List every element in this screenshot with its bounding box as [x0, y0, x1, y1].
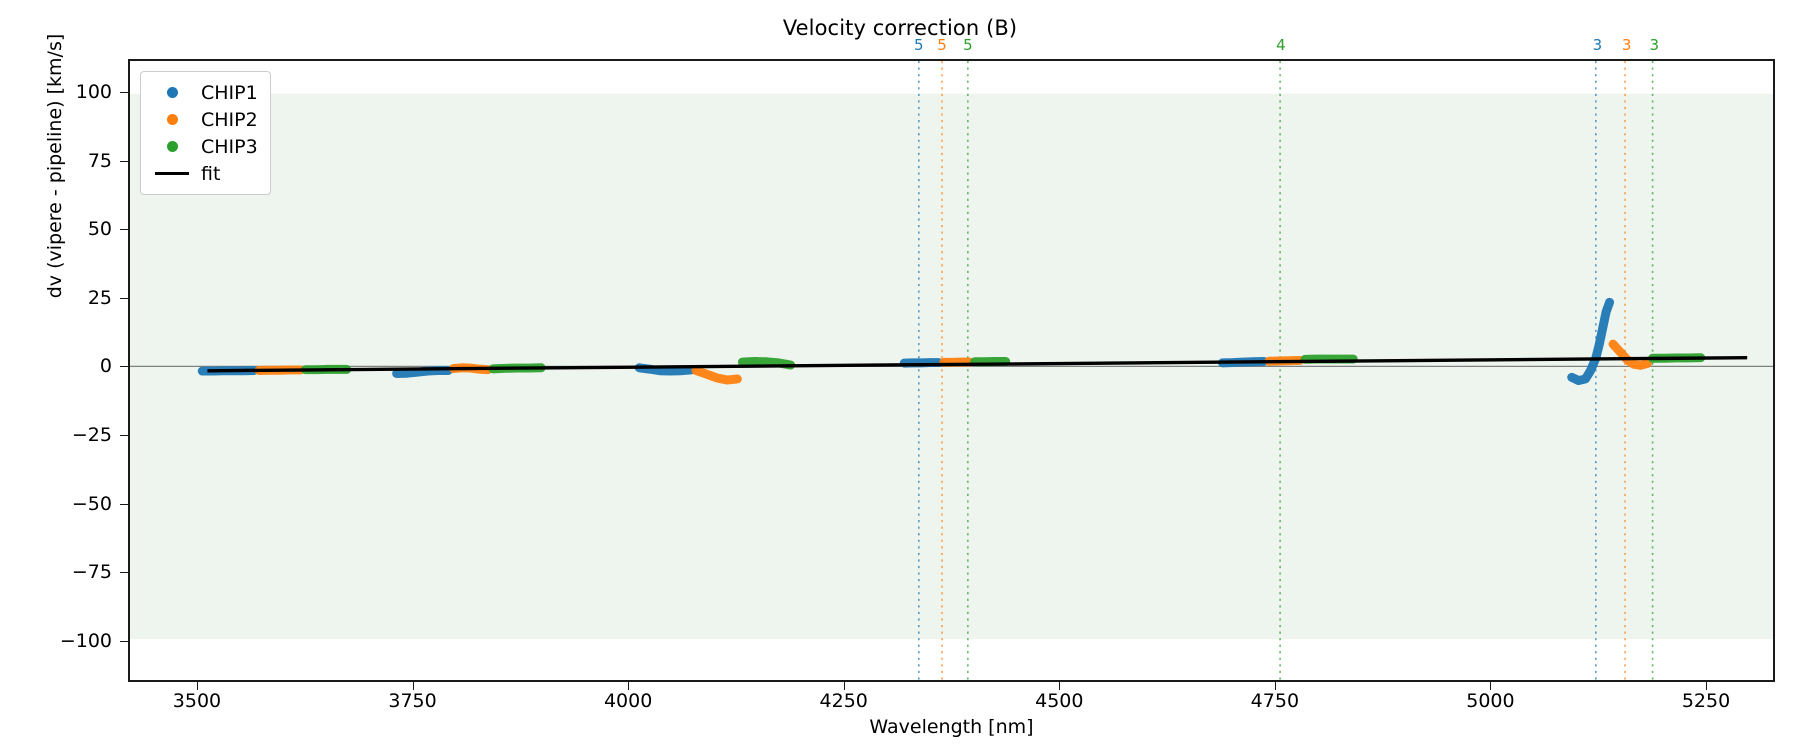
order-number-label: 5 [963, 36, 973, 54]
y-tick-label: −25 [71, 423, 112, 446]
x-tick-label: 4500 [1035, 690, 1084, 712]
x-tick-label: 4250 [819, 690, 868, 712]
y-tick-label: −100 [59, 629, 112, 652]
order-number-label: 4 [1276, 36, 1286, 54]
x-tick-label: 3500 [172, 690, 222, 712]
y-tick-mark [120, 297, 128, 299]
data-trail [737, 357, 796, 370]
x-tick-label: 5250 [1681, 690, 1731, 712]
y-tick-mark [120, 91, 128, 93]
y-tick-label: −50 [71, 492, 112, 515]
y-tick-label: 75 [87, 149, 112, 172]
legend-dot-icon [151, 114, 193, 125]
data-trail [392, 366, 453, 378]
order-number-label: 3 [1621, 36, 1632, 54]
x-tick-mark [628, 682, 630, 690]
x-tick-label: 4750 [1250, 690, 1300, 712]
legend-marker [166, 141, 178, 152]
plot-svg [130, 61, 1773, 680]
plot-axes [128, 59, 1775, 682]
x-tick-mark [843, 682, 845, 690]
y-tick-mark [120, 229, 128, 231]
y-tick-label: −75 [71, 561, 112, 584]
x-axis-label: Wavelength [nm] [869, 716, 1034, 738]
order-number-label: 3 [1649, 36, 1660, 54]
y-tick-mark [120, 160, 128, 162]
legend-item-chip2[interactable]: CHIP2 [151, 106, 258, 133]
legend-marker [155, 172, 189, 175]
legend-label: CHIP2 [201, 108, 258, 131]
y-axis-label: dv (vipere - pipeline) [km/s] [44, 33, 66, 299]
data-trail [691, 366, 742, 385]
legend-line-icon [151, 172, 193, 175]
y-tick-label: 25 [87, 286, 112, 309]
order-number-label: 5 [937, 36, 947, 54]
y-tick-mark [120, 503, 128, 505]
y-tick-mark [120, 572, 128, 574]
x-tick-mark [1706, 682, 1708, 690]
x-tick-mark [1274, 682, 1276, 690]
x-tick-mark [1490, 682, 1492, 690]
legend-label: CHIP3 [201, 135, 258, 158]
data-trail [1608, 339, 1652, 370]
y-tick-mark [120, 366, 128, 368]
x-tick-mark [412, 682, 414, 690]
legend-dot-icon [151, 87, 193, 98]
y-tick-label: 0 [99, 355, 112, 378]
x-tick-label: 5000 [1466, 690, 1515, 712]
legend-item-chip1[interactable]: CHIP1 [151, 79, 258, 106]
data-trail [634, 363, 696, 376]
y-tick-label: 100 [75, 80, 112, 103]
order-number-label: 3 [1592, 36, 1603, 54]
legend-label: CHIP1 [201, 81, 258, 104]
y-tick-label: 50 [87, 218, 112, 241]
x-tick-mark [1059, 682, 1061, 690]
x-tick-mark [196, 682, 198, 690]
fit-line [207, 355, 1748, 373]
legend-item-fit[interactable]: fit [151, 160, 258, 187]
y-tick-mark [120, 640, 128, 642]
legend: CHIP1 CHIP2 CHIP3 fit [140, 71, 271, 195]
legend-marker [166, 114, 178, 125]
page-title: Velocity correction (B) [782, 16, 1018, 40]
y-tick-mark [120, 434, 128, 436]
legend-label: fit [201, 162, 221, 185]
data-trail [899, 358, 944, 368]
legend-marker [166, 87, 178, 98]
legend-dot-icon [151, 141, 193, 152]
order-number-label: 5 [913, 36, 924, 54]
x-tick-label: 3750 [388, 690, 437, 712]
legend-item-chip3[interactable]: CHIP3 [151, 133, 258, 160]
x-tick-label: 4000 [603, 690, 653, 712]
plot-area [130, 61, 1773, 680]
